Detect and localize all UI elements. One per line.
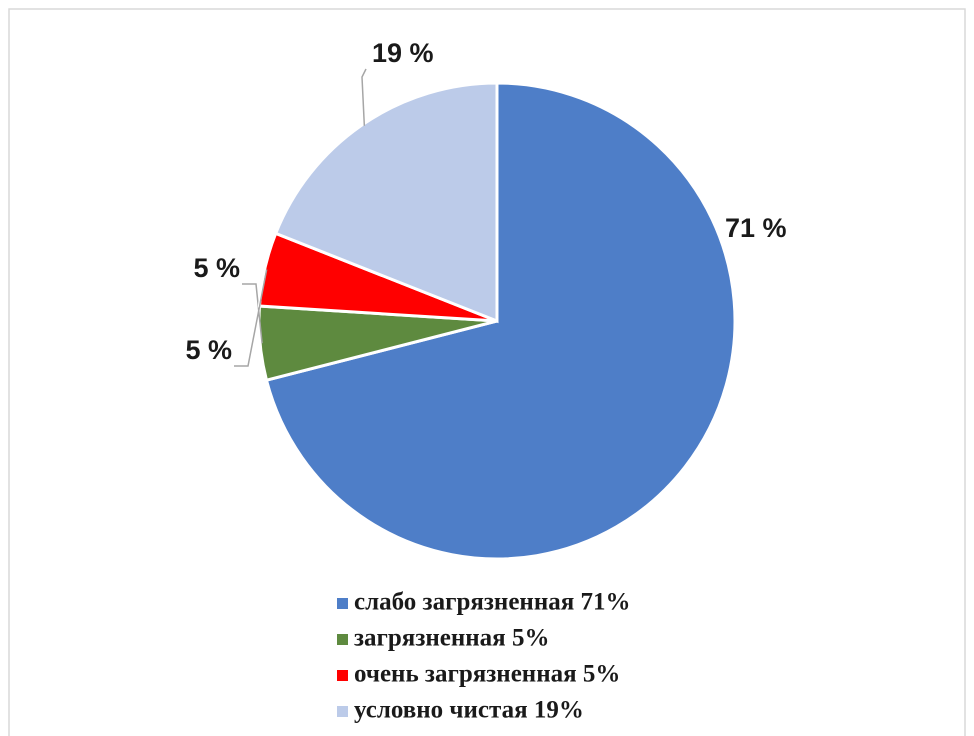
data-label: 19 % [372,38,434,68]
legend-label: очень загрязненная 5% [354,661,620,688]
leader-line [242,283,263,344]
data-label: 5 % [185,335,232,365]
leader-line [234,269,268,367]
pie-slice [264,81,737,561]
legend-label: условно чистая 19% [354,697,584,724]
pie-slice [273,81,499,324]
legend-marker [337,706,348,717]
data-label: 5 % [193,253,240,283]
legend-marker [337,634,348,645]
legend-label: слабо загрязненная 71% [354,589,631,616]
data-label: 71 % [725,213,787,243]
legend-marker [337,598,348,609]
legend-label: загрязненная 5% [354,625,549,652]
leader-line [361,68,367,126]
legend-marker [337,670,348,681]
